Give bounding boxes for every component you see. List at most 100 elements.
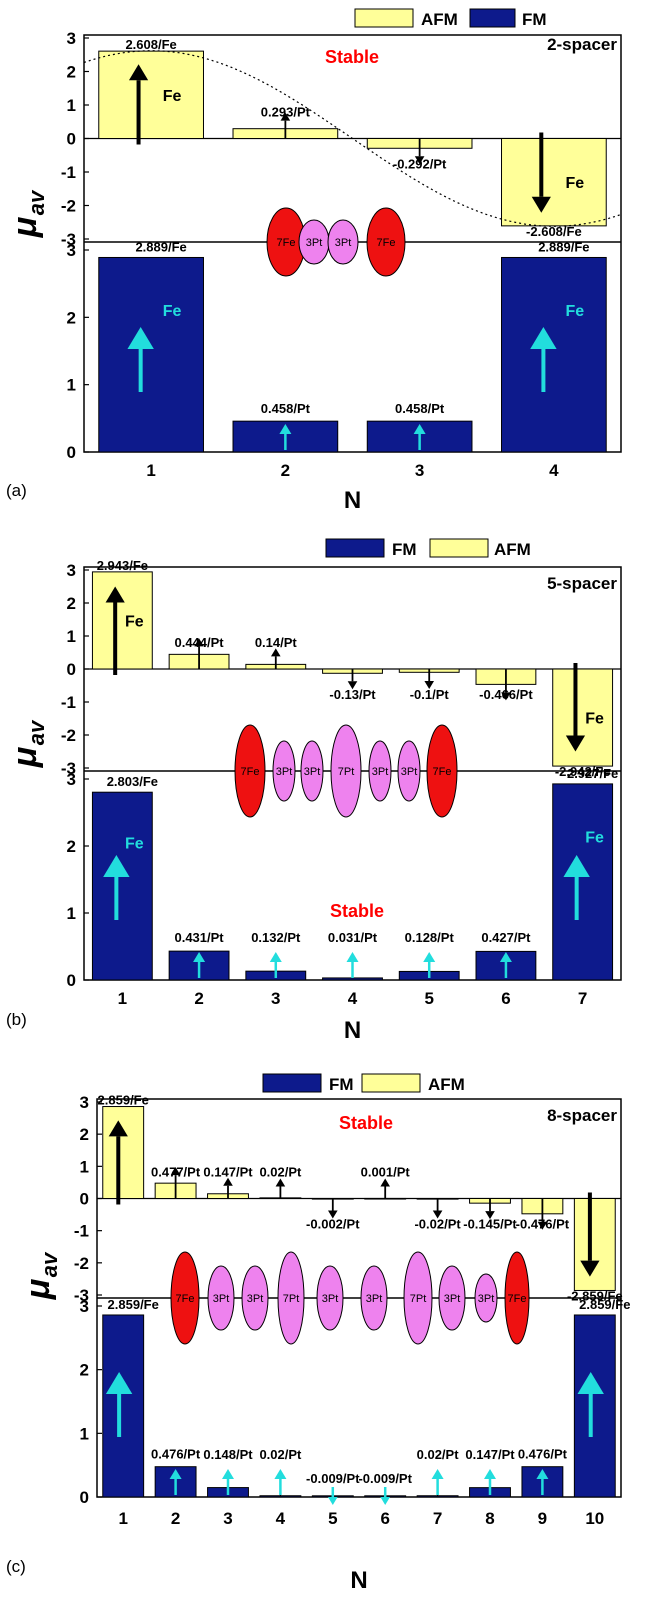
legend-swatch-afm: [354, 8, 414, 28]
afm-moment-arrow-head: [270, 648, 281, 657]
x-tick-label: 5: [424, 989, 433, 1008]
afm-value-label: 0.477/Pt: [151, 1165, 201, 1180]
afm-value-label: 0.147/Pt: [203, 1165, 253, 1180]
afm-moment-arrow: [565, 663, 586, 752]
afm-moment-arrow: [105, 586, 125, 675]
legend-label-fm: FM: [522, 10, 547, 29]
fe-atom-layer: [426, 724, 458, 818]
legend-swatch-fm: [325, 538, 385, 558]
x-tick-label: 2: [194, 989, 203, 1008]
fm-moment-arrow-head: [346, 952, 359, 962]
atom-layer-label: 7Fe: [176, 1293, 195, 1305]
fm-moment-arrow: [103, 855, 130, 920]
fm-moment-arrow: [563, 855, 590, 920]
fm-ytick-label: 2: [67, 837, 76, 856]
fm-moment-arrow-head: [413, 424, 426, 434]
fm-moment-arrow-head: [193, 952, 206, 962]
pt-atom-layer: [272, 740, 296, 802]
fm-value-label: 0.147/Pt: [465, 1447, 515, 1462]
fm-moment-arrow: [431, 1469, 444, 1495]
fm-moment-arrow-head: [499, 952, 512, 962]
afm-ytick-label: -2: [61, 726, 76, 745]
fe-atom-layer: [366, 207, 406, 277]
afm-moment-arrow-head: [580, 1260, 600, 1277]
fm-value-label: 0.031/Pt: [328, 930, 378, 945]
afm-value-label: -0.145/Pt: [463, 1217, 517, 1232]
x-axis-label: N: [344, 1017, 361, 1044]
afm-value-label: -0.002/Pt: [306, 1217, 360, 1232]
afm-value-label: -0.1/Pt: [410, 687, 450, 702]
atom-layer-label: 3Pt: [444, 1293, 461, 1305]
fm-bar: [98, 256, 204, 453]
fm-moment-arrow: [222, 1469, 234, 1495]
afm-moment-arrow-head: [531, 196, 551, 213]
afm-moment-arrow: [280, 112, 291, 139]
fm-ytick-label: 3: [67, 770, 76, 789]
afm-moment-arrow: [328, 1198, 338, 1219]
pt-atom-layer: [403, 1251, 433, 1345]
fm-moment-arrow-head: [423, 952, 436, 962]
fm-value-label: 0.458/Pt: [261, 401, 311, 416]
legend-label-fm: FM: [392, 540, 417, 559]
stable-label: Stable: [339, 1113, 393, 1133]
pt-atom-layer: [397, 740, 421, 802]
fm-moment-arrow: [193, 952, 206, 978]
fm-moment-arrow: [169, 1469, 182, 1495]
structure-diagram: 7Fe 3Pt 3Pt 7Pt 3Pt 3Pt 7Fe: [234, 724, 458, 818]
fm-value-label: 0.148/Pt: [203, 1447, 253, 1462]
fm-moment-arrow-head: [274, 1469, 287, 1479]
y-axis-mu: μ: [6, 216, 44, 238]
y-axis-mu: μ: [6, 746, 44, 768]
legend-swatch-fm: [262, 1073, 322, 1093]
fm-ytick-label: 1: [67, 904, 76, 923]
fm-bar: [91, 791, 153, 981]
x-tick-label: 3: [271, 989, 280, 1008]
fm-moment-arrow: [530, 327, 557, 392]
x-tick-label: 4: [348, 989, 358, 1008]
atom-layer-label: 3Pt: [304, 766, 321, 778]
afm-value-label: 0.001/Pt: [361, 1165, 411, 1180]
afm-moment-arrow: [501, 669, 511, 701]
afm-bar: [102, 1106, 145, 1200]
atom-layer-label: 3Pt: [276, 766, 293, 778]
y-axis-label: μav: [19, 1251, 62, 1300]
x-tick-label: 6: [501, 989, 510, 1008]
afm-ytick-label: 3: [80, 1093, 89, 1112]
afm-value-label: -2.942/Fe: [555, 764, 611, 779]
pt-atom-layer: [438, 1265, 466, 1331]
atom-layer-label: 3Pt: [335, 237, 352, 249]
fm-bar: [102, 1314, 145, 1498]
atom-layer-label: 3Pt: [366, 1293, 383, 1305]
afm-ytick-label: 3: [67, 561, 76, 580]
afm-moment-arrow-head: [485, 1211, 495, 1220]
atom-layer-label: 3Pt: [478, 1293, 495, 1305]
afm-moment-arrow-head: [108, 1120, 128, 1137]
pt-atom-layer: [474, 1273, 498, 1323]
fm-value-label: 0.128/Pt: [405, 930, 455, 945]
afm-ytick-label: 1: [67, 627, 76, 646]
afm-value-label: -0.13/Pt: [329, 687, 376, 702]
afm-value-label: -2.859/Fe: [567, 1288, 623, 1303]
afm-bar-atom-label: Fe: [565, 175, 584, 192]
fe-atom-layer: [170, 1251, 200, 1345]
fm-value-label: -0.009/Pt: [358, 1471, 412, 1486]
fm-ytick-label: 2: [80, 1361, 89, 1380]
fm-moment-arrow-head: [484, 1469, 496, 1479]
fm-bar: [501, 256, 607, 453]
x-tick-label: 2: [171, 1509, 180, 1528]
legend-label-afm: AFM: [428, 1075, 465, 1094]
afm-moment-arrow-head: [280, 112, 291, 121]
x-tick-label: 4: [276, 1509, 286, 1528]
x-tick-label: 3: [223, 1509, 232, 1528]
afm-value-label: 0.444/Pt: [174, 635, 224, 650]
afm-value-label: -0.476/Pt: [516, 1217, 570, 1232]
afm-moment-arrow-head: [537, 1221, 548, 1230]
fm-moment-arrow: [269, 952, 282, 978]
fm-ytick-label: 2: [67, 308, 76, 327]
atom-layer-label: 7Pt: [338, 766, 355, 778]
fm-value-label: 0.427/Pt: [481, 930, 531, 945]
fm-moment-arrow-head: [103, 855, 130, 877]
fm-moment-arrow: [499, 952, 512, 978]
fm-bar-atom-label: Fe: [565, 303, 584, 320]
fm-moment-arrow-head: [169, 1469, 182, 1479]
